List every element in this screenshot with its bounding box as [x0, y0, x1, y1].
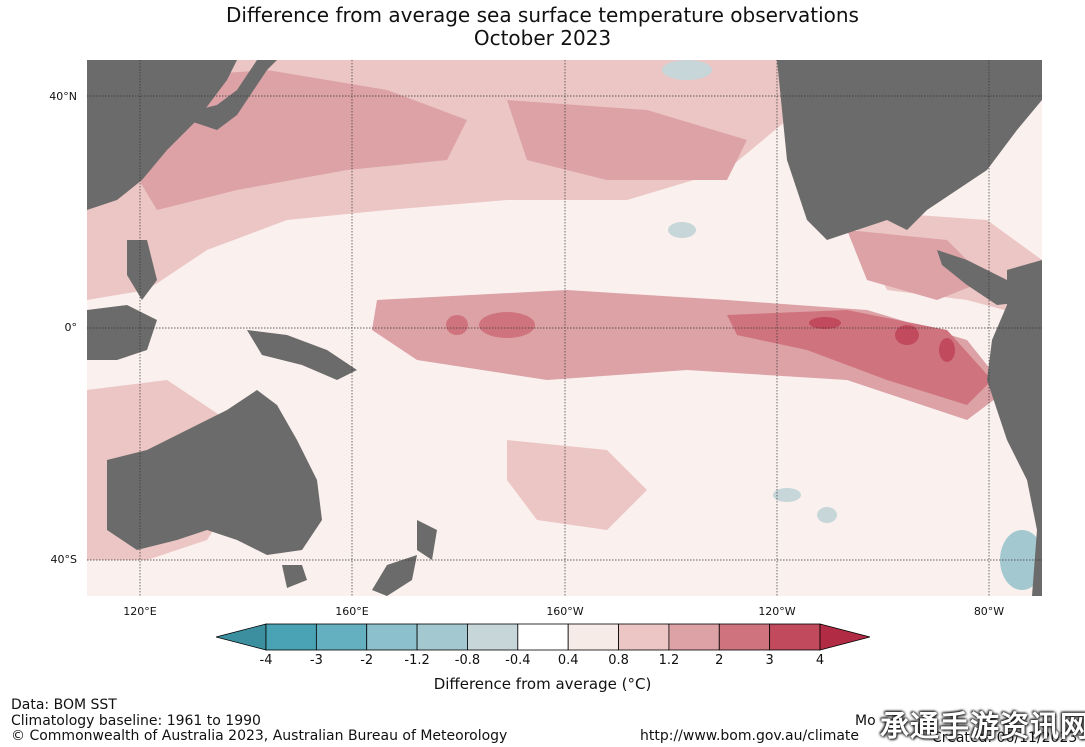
land-asia: [87, 60, 237, 210]
footer-mon-text: Mo: [855, 713, 876, 729]
colorbar-tick-label: 0.4: [557, 653, 579, 668]
watermark-logo: 承通手游资讯网: [880, 709, 1085, 743]
colorbar-tick-label: 1.2: [658, 653, 680, 668]
land-australia: [107, 390, 322, 555]
lon-label-120w: 120°W: [758, 605, 796, 618]
lon-label-80w: 80°W: [973, 605, 1005, 618]
colorbar-segment: [718, 623, 771, 651]
colorbar-tick-label: 4: [815, 653, 825, 668]
lon-label-160e: 160°E: [335, 605, 369, 618]
colorbar-tick-label: 2: [715, 653, 724, 668]
colorbar-label: Difference from average (°C): [433, 675, 652, 693]
lat-label-equator: 0°: [64, 321, 78, 334]
colorbar-tick-label: -4: [259, 653, 273, 668]
colorbar-tick-label: 0.8: [608, 653, 629, 668]
colorbar-segment: [769, 623, 821, 651]
footer-copyright: © Commonwealth of Australia 2023, Austra…: [11, 728, 508, 744]
land-indonesia: [87, 305, 157, 360]
graticule: [87, 60, 1042, 596]
colorbar-segment: [366, 623, 418, 651]
sst-anomaly-map: [87, 60, 1042, 596]
colorbar-segment: [315, 623, 368, 651]
land-new-guinea: [247, 330, 357, 380]
colorbar-tick-label: 3: [765, 653, 774, 668]
chart-subtitle: October 2023: [473, 26, 612, 50]
warm-anomaly-strong: [446, 310, 992, 405]
colorbar-tick-label: -2: [360, 653, 374, 668]
lat-label-40n: 40°N: [49, 90, 77, 103]
warm-anomaly-peak: [809, 317, 955, 362]
chart-title: Difference from average sea surface temp…: [226, 3, 859, 27]
land-north-america: [777, 60, 1042, 240]
colorbar-tick-label: -0.4: [505, 653, 531, 668]
colorbar-segment: [618, 623, 670, 651]
colorbar-tick-label: -1.2: [404, 653, 430, 668]
lon-label-120e: 120°E: [123, 605, 157, 618]
colorbar-segment: [416, 623, 468, 651]
land-masses: [87, 60, 1042, 596]
colorbar-segment: [265, 623, 317, 651]
colorbar-segment: [467, 623, 519, 651]
land-japan: [187, 60, 277, 130]
land-south-america: [987, 260, 1042, 596]
footer-data-source: Data: BOM SST: [11, 697, 117, 713]
land-new-zealand-south: [372, 555, 417, 596]
lat-label-40s: 40°S: [50, 553, 77, 566]
lon-label-160w: 160°W: [546, 605, 584, 618]
colorbar-tick-label: -0.8: [454, 653, 481, 668]
colorbar-segment: [567, 623, 619, 651]
colorbar-arrow-low: [216, 623, 267, 651]
colorbar-tick-label: -3: [309, 653, 323, 668]
footer-url[interactable]: http://www.bom.gov.au/climate: [640, 728, 860, 744]
footer-created: Created: 06/11/2023: [932, 730, 1078, 746]
colorbar: [216, 623, 870, 651]
colorbar-arrow-high: [819, 623, 870, 651]
land-philippines: [127, 240, 157, 300]
land-new-zealand-north: [417, 520, 437, 560]
footer-climatology: Climatology baseline: 1961 to 1990: [11, 713, 261, 729]
colorbar-segment: [517, 623, 569, 651]
land-tasmania: [282, 565, 307, 588]
colorbar-segment: [668, 623, 720, 651]
